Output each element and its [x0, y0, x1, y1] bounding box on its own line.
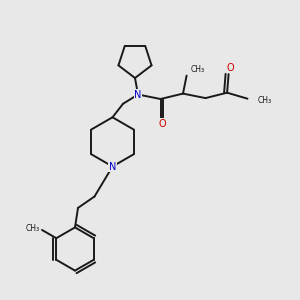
Text: O: O — [226, 62, 234, 73]
Text: CH₃: CH₃ — [258, 96, 272, 105]
Text: O: O — [158, 118, 166, 129]
Text: CH₃: CH₃ — [26, 224, 40, 233]
Text: N: N — [134, 89, 142, 100]
Text: N: N — [109, 161, 116, 172]
Text: CH₃: CH₃ — [191, 64, 205, 74]
